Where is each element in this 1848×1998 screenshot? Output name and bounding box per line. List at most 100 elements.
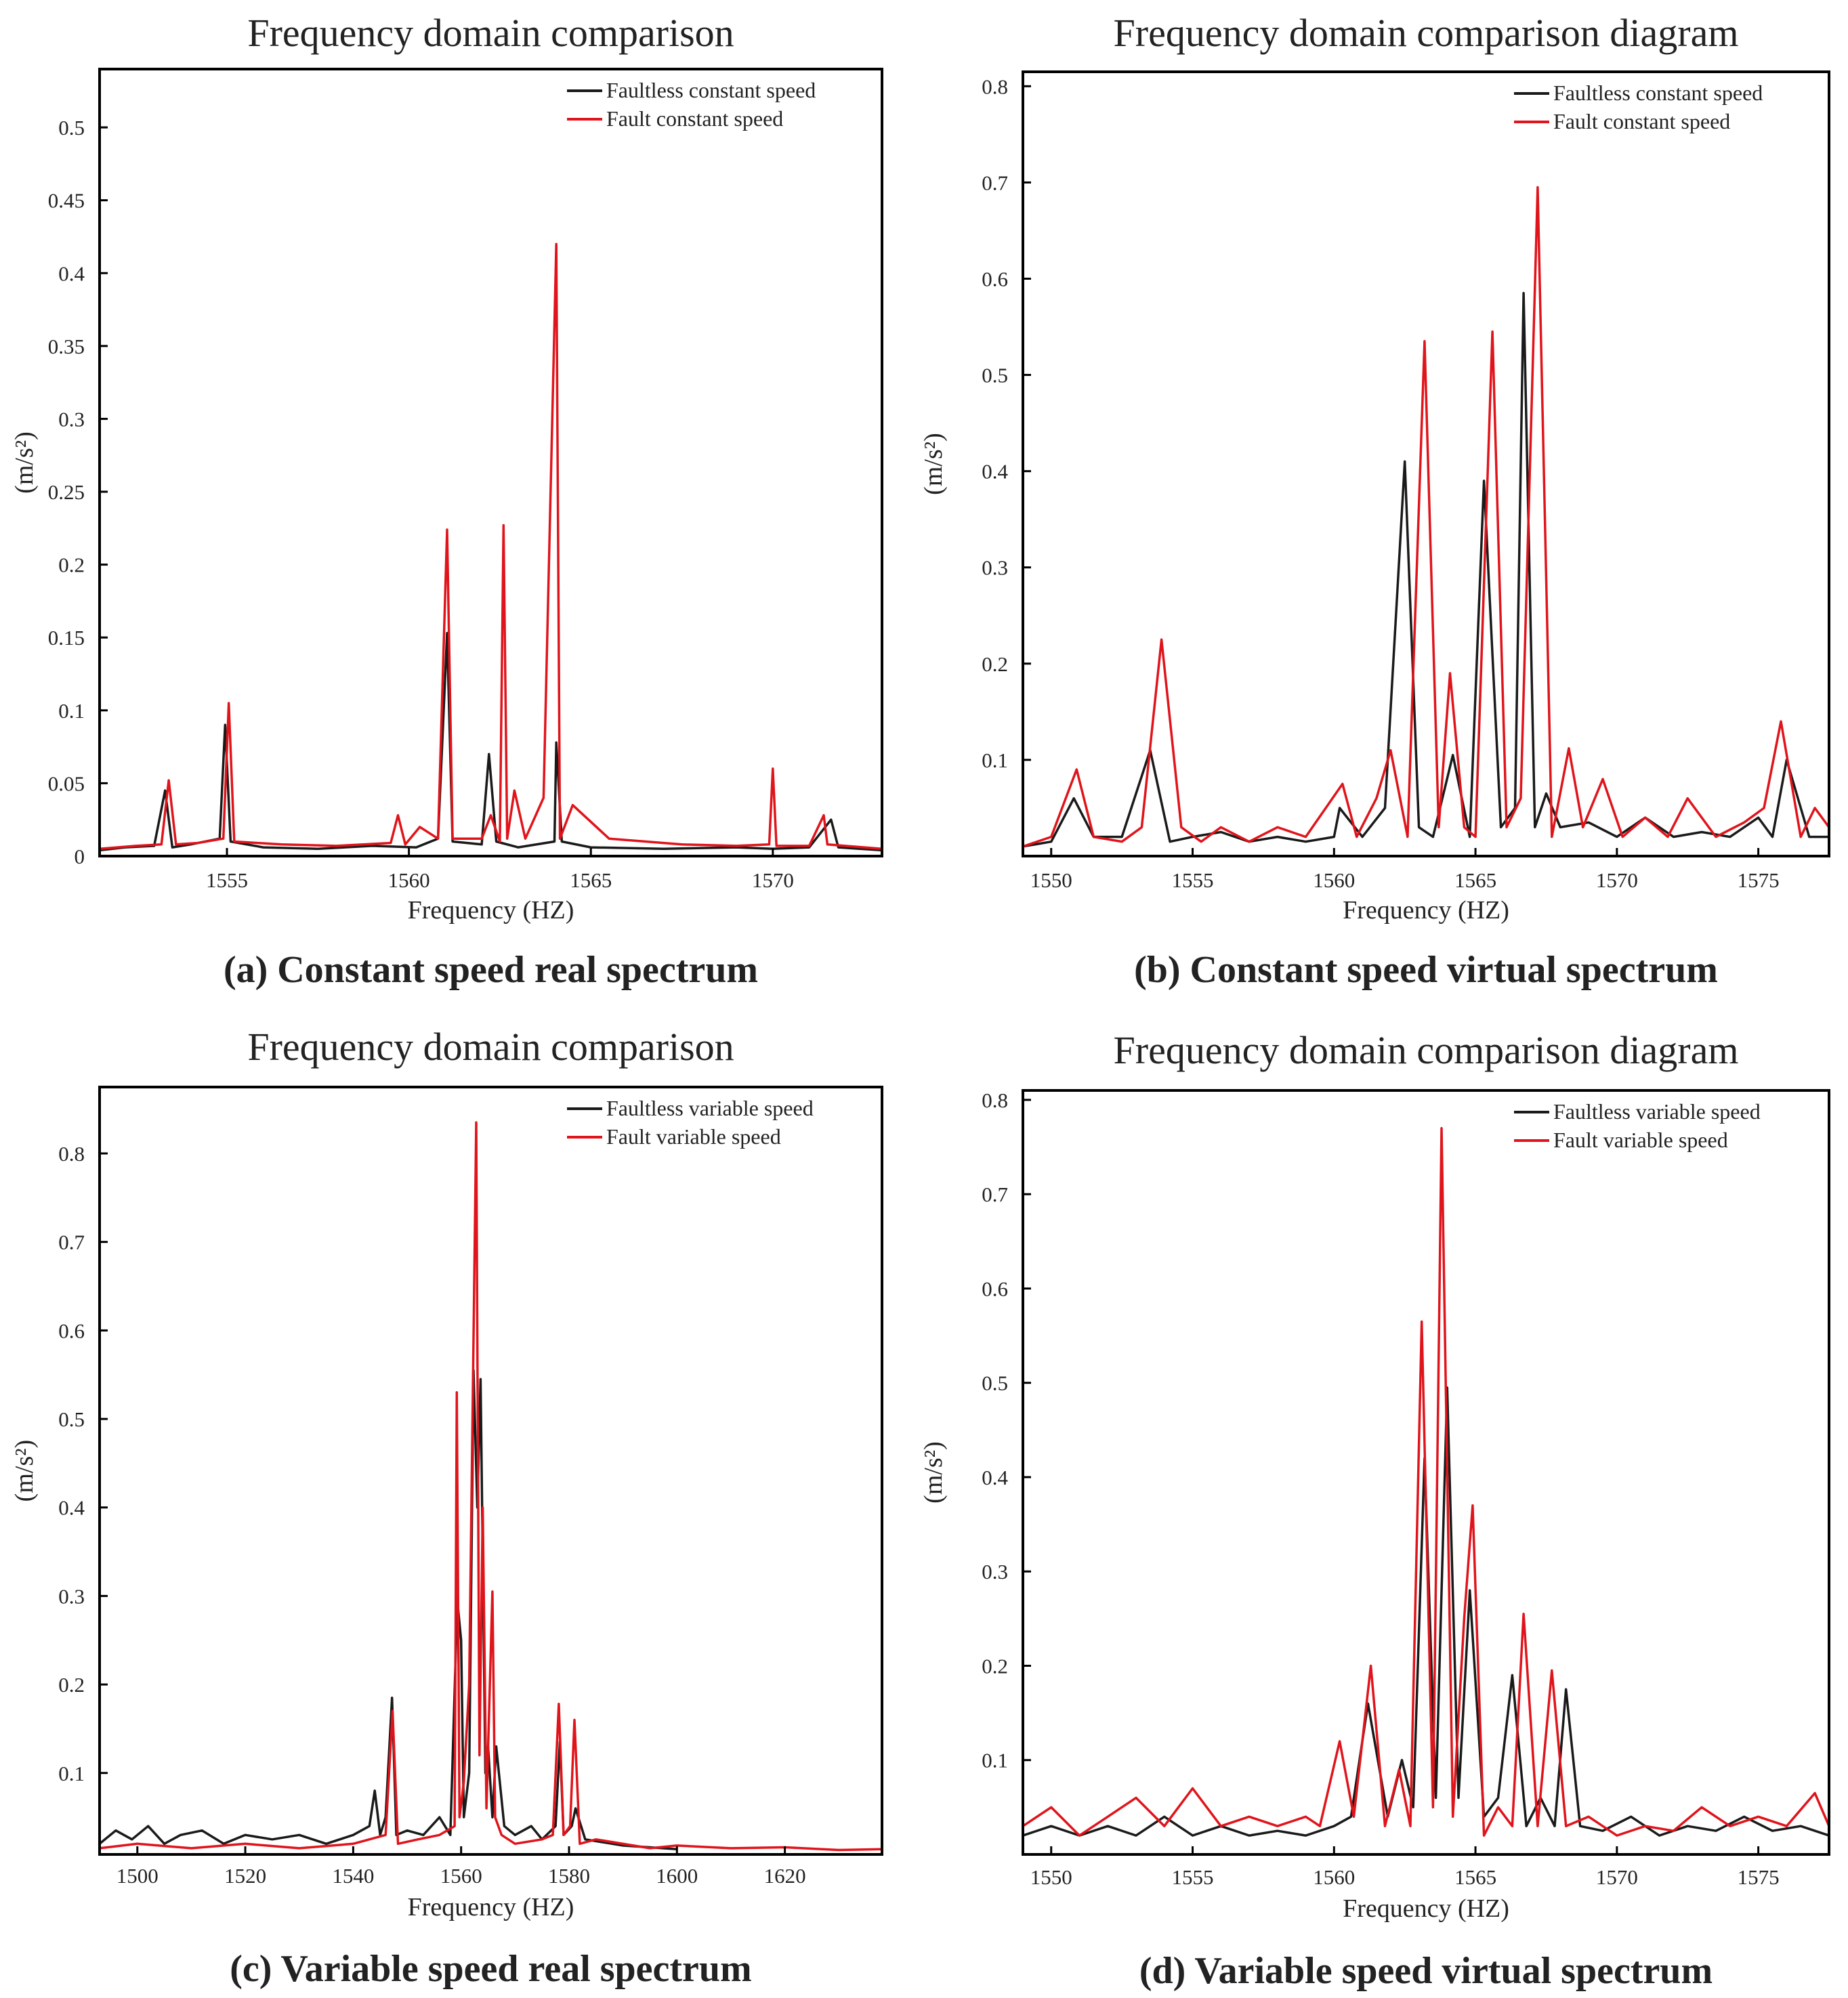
series-group: [1023, 186, 1829, 848]
y-tick-label: 0.8: [982, 75, 1008, 98]
legend: Faultless constant speed Fault constant s…: [567, 78, 816, 131]
y-tick-label: 0.4: [982, 460, 1008, 484]
y-tick-label: 0.8: [982, 1088, 1008, 1112]
series-line-fault: [1023, 1126, 1829, 1837]
chart-a: Frequency domain comparison 1555 1560 1565 1…: [10, 11, 883, 991]
series-group: [100, 242, 882, 852]
y-tick-label: 0.1: [982, 1749, 1008, 1772]
x-tick-label: 1570: [752, 868, 794, 892]
x-tick-label: 1500: [117, 1864, 159, 1888]
legend: Faultless constant speed Fault constant s…: [1514, 81, 1763, 133]
y-tick-label: 0.1: [982, 748, 1008, 772]
chart-title: Frequency domain comparison diagram: [1114, 1028, 1739, 1072]
y-tick-label: 0.3: [58, 1584, 85, 1608]
plot-frame: [98, 68, 883, 857]
x-tick-label: 1560: [1313, 1865, 1355, 1889]
y-tick-label: 0.15: [48, 626, 85, 650]
chart-title: Frequency domain comparison: [247, 11, 734, 55]
y-tick-label: 0.3: [982, 1560, 1008, 1583]
x-axis-label: Frequency (HZ): [408, 1893, 574, 1921]
y-tick-label: 0.5: [58, 116, 85, 140]
chart-caption: (b) Constant speed virtual spectrum: [1134, 949, 1718, 991]
x-tick-label: 1520: [224, 1864, 266, 1888]
legend-label-faultless: Faultless constant speed: [1553, 81, 1763, 105]
x-tick-label: 1575: [1738, 868, 1780, 892]
series-group: [1023, 1126, 1829, 1837]
y-axis-label: (m/s²): [919, 1441, 948, 1504]
x-tick-label: 1550: [1030, 1865, 1072, 1889]
x-tick-label: 1580: [548, 1864, 590, 1888]
legend-label-faultless: Faultless variable speed: [1553, 1099, 1761, 1124]
x-axis-label: Frequency (HZ): [408, 896, 574, 924]
y-axis-label: (m/s²): [10, 431, 39, 494]
legend-label-fault: Fault variable speed: [1553, 1128, 1728, 1152]
x-axis-label: Frequency (HZ): [1343, 1894, 1509, 1923]
y-tick-label: 0.2: [982, 1654, 1008, 1678]
plot-frame: [1022, 70, 1830, 857]
chart-caption: (c) Variable speed real spectrum: [230, 1948, 751, 1990]
legend-label-faultless: Faultless constant speed: [606, 78, 816, 102]
legend-label-fault: Fault constant speed: [1553, 109, 1730, 133]
x-tick-label: 1555: [1172, 1865, 1214, 1889]
legend-label-fault: Fault constant speed: [606, 106, 783, 131]
y-tick-label: 0.2: [58, 1673, 85, 1697]
y-tick-label: 0.35: [48, 335, 85, 358]
x-tick-label: 1560: [1313, 868, 1355, 892]
plot-frame: [98, 1086, 883, 1856]
x-tick-label: 1560: [440, 1864, 482, 1888]
x-tick-label: 1575: [1738, 1865, 1780, 1889]
y-axis-label: (m/s²): [10, 1440, 39, 1502]
y-tick-label: 0.5: [982, 1372, 1008, 1395]
x-tick-label: 1565: [1454, 868, 1496, 892]
legend: Faultless variable speed Fault variable s…: [1514, 1099, 1761, 1152]
y-tick-label: 0.2: [58, 553, 85, 577]
y-tick-label: 0.4: [982, 1466, 1008, 1489]
y-tick-label: 0.6: [58, 1319, 85, 1342]
y-tick-label: 0.25: [48, 480, 85, 504]
series-line-fault: [100, 242, 882, 850]
chart-caption: (d) Variable speed virtual spectrum: [1139, 1950, 1713, 1992]
x-tick-label: 1565: [570, 868, 612, 892]
series-line-fault: [1023, 186, 1829, 848]
plot-frame: [1022, 1089, 1830, 1856]
chart-c: Frequency domain comparison 1500 1520 1540 1…: [10, 1025, 883, 1990]
legend: Faultless variable speed Fault variable s…: [567, 1096, 814, 1149]
x-tick-label: 1570: [1596, 868, 1638, 892]
chart-b: Frequency domain comparison diagram 1550 1…: [919, 11, 1830, 991]
x-tick-label: 1600: [656, 1864, 698, 1888]
legend-label-fault: Fault variable speed: [606, 1124, 781, 1149]
y-tick-label: 0.3: [982, 556, 1008, 580]
y-tick-label: 0.3: [58, 407, 85, 431]
x-tick-label: 1555: [206, 868, 248, 892]
y-tick-label: 0: [75, 845, 85, 868]
y-tick-label: 0.8: [58, 1142, 85, 1166]
chart-title: Frequency domain comparison: [247, 1025, 734, 1069]
y-tick-label: 0.05: [48, 771, 85, 795]
y-tick-label: 0.5: [982, 364, 1008, 387]
series-line-faultless: [100, 1369, 677, 1850]
y-tick-label: 0.6: [982, 1277, 1008, 1300]
y-tick-label: 0.6: [982, 267, 1008, 291]
y-tick-label: 0.2: [982, 652, 1008, 676]
y-tick-label: 0.7: [982, 171, 1008, 194]
x-tick-label: 1620: [764, 1864, 806, 1888]
x-tick-label: 1555: [1172, 868, 1214, 892]
x-tick-label: 1570: [1596, 1865, 1638, 1889]
x-tick-label: 1560: [388, 868, 430, 892]
chart-title: Frequency domain comparison diagram: [1114, 11, 1739, 55]
y-tick-label: 0.1: [58, 1762, 85, 1785]
y-tick-label: 0.4: [58, 1496, 85, 1520]
x-tick-label: 1540: [332, 1864, 374, 1888]
series-line-faultless: [1023, 292, 1829, 848]
chart-d: Frequency domain comparison diagram 1550 1…: [919, 1028, 1830, 1992]
y-axis-label: (m/s²): [919, 433, 948, 495]
series-group: [100, 1121, 882, 1852]
y-tick-label: 0.5: [58, 1407, 85, 1431]
y-tick-label: 0.7: [982, 1183, 1008, 1206]
legend-label-faultless: Faultless variable speed: [606, 1096, 814, 1120]
chart-caption: (a) Constant speed real spectrum: [224, 949, 758, 991]
x-axis-label: Frequency (HZ): [1343, 896, 1509, 924]
y-tick-label: 0.45: [48, 189, 85, 213]
series-line-faultless: [1023, 1386, 1829, 1837]
